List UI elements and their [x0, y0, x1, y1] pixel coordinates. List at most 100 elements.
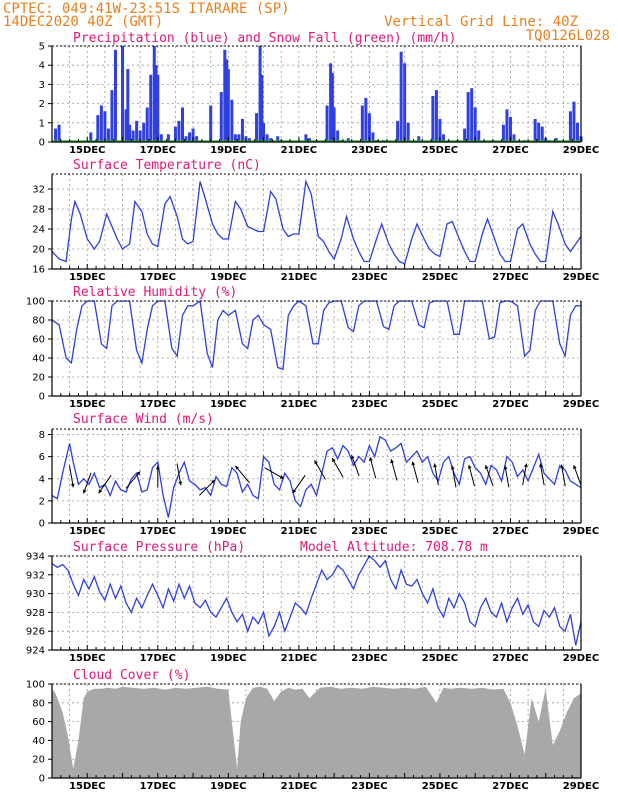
x-tick-label: 15DEC [69, 526, 105, 537]
x-tick-label: 17DEC [140, 272, 176, 283]
precip-bar [99, 105, 103, 142]
precip-bar [233, 134, 237, 142]
wind-arrow-head [450, 465, 455, 470]
wind-arrow [434, 463, 439, 486]
precip-bar [121, 46, 125, 142]
precip-bar [173, 126, 177, 142]
wind-arrow [125, 471, 141, 489]
x-tick-label: 21DEC [281, 653, 317, 664]
wind-arrow [264, 467, 284, 480]
precip-bar [142, 122, 146, 142]
precip-bar [568, 111, 572, 142]
wind-arrow-head [155, 465, 160, 470]
precip-bar [575, 122, 579, 142]
x-tick-label: 25DEC [422, 653, 458, 664]
y-tick-label: 100 [26, 297, 45, 308]
y-tick-label: 2 [39, 99, 45, 110]
x-tick-label: 29DEC [563, 145, 599, 156]
x-tick-label: 29DEC [563, 781, 599, 792]
precip-bar [103, 111, 107, 142]
precip-bar [260, 74, 264, 142]
x-tick-label: 29DEC [563, 653, 599, 664]
y-tick-label: 930 [26, 589, 45, 600]
precip-bar [240, 118, 244, 142]
y-tick-label: 20 [32, 373, 45, 384]
wind-arrow-head [350, 455, 355, 460]
precip-bar [367, 113, 371, 142]
panel-title: Surface Wind (m/s) [73, 412, 214, 427]
x-tick-label: 15DEC [69, 145, 105, 156]
model-code: TQ0126L028 [526, 28, 610, 44]
precip-bar [330, 72, 334, 142]
precip-bar [336, 130, 340, 142]
precip-bar [505, 109, 509, 142]
wind-arrow-head [411, 461, 416, 466]
wind-arrow-head [98, 489, 103, 494]
model-altitude: Model Altitude: 708.78 m [300, 540, 488, 555]
precip-bar [159, 134, 163, 142]
y-tick-label: 932 [26, 570, 45, 581]
x-tick-label: 21DEC [281, 272, 317, 283]
x-tick-label: 21DEC [281, 399, 317, 410]
precip-bar [364, 97, 368, 142]
x-tick-label: 19DEC [210, 781, 246, 792]
x-tick-label: 27DEC [492, 526, 528, 537]
x-tick-label: 17DEC [140, 399, 176, 410]
x-tick-label: 19DEC [210, 272, 246, 283]
panel-title: Surface Temperature (nC) [73, 158, 261, 173]
y-tick-label: 40 [32, 354, 45, 365]
wind-arrow-head [70, 483, 75, 488]
y-tick-label: 8 [39, 430, 45, 441]
series-line [51, 435, 582, 518]
cloud-area [52, 686, 581, 778]
precip-bar [188, 132, 192, 142]
precip-bar [332, 107, 336, 142]
series-line [51, 299, 581, 371]
panel-title: Precipitation (blue) and Snow Fall (gree… [73, 31, 457, 46]
wind-arrow-head [484, 465, 489, 470]
precip-bar [258, 46, 262, 142]
x-tick-label: 23DEC [351, 781, 387, 792]
y-tick-label: 40 [32, 736, 45, 747]
wind-arrow-head [332, 458, 336, 463]
y-tick-label: 6 [39, 452, 45, 463]
wind-arrow [451, 465, 457, 488]
forecast-date: 14DEC2020 40Z (GMT) [3, 14, 163, 30]
precip-bar [184, 136, 188, 142]
x-tick-label: 21DEC [281, 781, 317, 792]
wind-arrow [83, 472, 92, 494]
precip-bar [269, 138, 273, 142]
precip-bar [255, 113, 259, 142]
wind-arrow-head [279, 475, 284, 479]
x-tick-label: 23DEC [351, 526, 387, 537]
y-tick-label: 60 [32, 717, 45, 728]
precip-bar [360, 105, 364, 142]
x-tick-label: 25DEC [422, 526, 458, 537]
y-tick-label: 0 [39, 392, 45, 403]
wind-arrow-head [178, 481, 183, 486]
precip-bar [399, 51, 403, 143]
precip-bar [572, 101, 576, 142]
wind-arrow [331, 457, 344, 478]
wind-arrow-head [539, 463, 543, 468]
x-tick-label: 21DEC [281, 526, 317, 537]
y-tick-label: 0 [39, 774, 45, 785]
x-tick-label: 21DEC [281, 145, 317, 156]
precip-bar [113, 49, 117, 143]
wind-arrow-head [82, 489, 87, 494]
wind-arrow [314, 460, 326, 480]
y-tick-label: 926 [26, 627, 45, 638]
y-tick-label: 16 [32, 265, 45, 276]
wind-arrow-head [467, 464, 472, 469]
station-info: CPTEC: 049:41W-23:51S ITARARE (SP) [3, 1, 290, 17]
precip-bar [145, 107, 149, 142]
precip-bar [276, 136, 280, 142]
y-tick-label: 4 [39, 474, 45, 485]
precip-bar [149, 74, 153, 142]
wind-arrow-head [292, 489, 297, 494]
precip-bar [417, 136, 421, 142]
precip-bar [346, 138, 350, 142]
x-tick-label: 19DEC [210, 399, 246, 410]
x-tick-label: 27DEC [492, 781, 528, 792]
